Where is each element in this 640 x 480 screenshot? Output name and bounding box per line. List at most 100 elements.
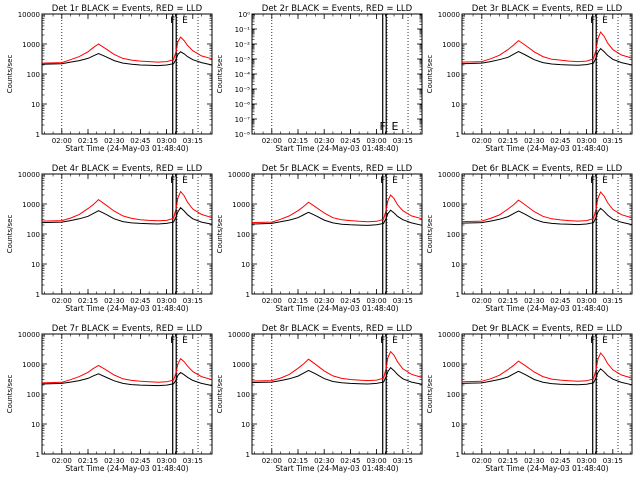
x-tick-label: 03:00: [366, 297, 386, 305]
y-axis-label: Counts/sec: [426, 215, 434, 254]
x-tick-label: 02:15: [288, 137, 308, 145]
y-tick-label: 100: [27, 71, 40, 79]
x-tick-label: 02:00: [472, 297, 492, 305]
y-tick-label: 100: [447, 231, 460, 239]
y-tick-label: 10⁻⁸: [235, 131, 251, 139]
y-tick-label: 1: [246, 451, 250, 459]
x-tick-label: 02:00: [472, 457, 492, 465]
x-tick-label: 02:45: [340, 137, 360, 145]
chart-panel-2: Det 2r BLACK = Events, RED = LLD 10⁻⁸ 10⁻⁷…: [216, 4, 423, 153]
y-tick-label: 10: [31, 101, 40, 109]
marker-F: F: [590, 336, 595, 346]
chart-title: Det 4r BLACK = Events, RED = LLD: [52, 164, 203, 174]
y-axis-label: Counts/sec: [426, 375, 434, 414]
chart-title: Det 6r BLACK = Events, RED = LLD: [472, 164, 623, 174]
x-tick-label: 02:00: [262, 137, 282, 145]
chart-title: Det 2r BLACK = Events, RED = LLD: [262, 4, 413, 14]
x-tick-label: 03:15: [603, 457, 623, 465]
x-tick-label: 02:15: [498, 137, 518, 145]
series-line-black: [41, 206, 213, 225]
y-axis-label: Counts/sec: [216, 375, 224, 414]
x-tick-label: 02:15: [288, 297, 308, 305]
chart-panel-5: Det 5r BLACK = Events, RED = LLD 1 10 100 10…: [216, 164, 423, 313]
x-tick-label: 02:00: [262, 457, 282, 465]
chart-panel-8: Det 8r BLACK = Events, RED = LLD 1 10 100 10…: [216, 324, 423, 473]
x-tick-label: 02:15: [498, 297, 518, 305]
chart-title: Det 9r BLACK = Events, RED = LLD: [472, 324, 623, 334]
x-tick-label: 02:45: [340, 297, 360, 305]
marker-E: E: [391, 120, 398, 133]
y-tick-label: 10⁻³: [235, 56, 251, 64]
y-tick-label: 10⁻¹: [235, 26, 251, 34]
series-line-red: [251, 350, 423, 382]
x-tick-label: 03:15: [393, 137, 413, 145]
marker-F: F: [170, 16, 175, 26]
chart-panel-4: Det 4r BLACK = Events, RED = LLD 1 10 100 10…: [6, 164, 213, 313]
chart-panel-7: Det 7r BLACK = Events, RED = LLD 1 10 100 10…: [6, 324, 213, 473]
y-tick-label: 1: [36, 131, 40, 139]
x-tick-label: 03:00: [576, 137, 596, 145]
x-tick-label: 03:15: [393, 297, 413, 305]
y-tick-label: 10⁻²: [235, 41, 251, 49]
y-tick-label: 100: [237, 231, 250, 239]
y-tick-label: 10: [451, 261, 460, 269]
plot-frame: [41, 333, 213, 455]
y-tick-label: 10000: [438, 171, 460, 179]
x-axis-label: Start Time (24-May-03 01:48:40): [485, 304, 608, 313]
x-tick-label: 03:00: [366, 137, 386, 145]
series-line-red: [251, 194, 423, 224]
y-tick-label: 10000: [438, 331, 460, 339]
y-tick-label: 10: [241, 421, 250, 429]
marker-F: F: [590, 176, 595, 186]
x-axis-label: Start Time (24-May-03 01:48:40): [275, 464, 398, 473]
y-tick-label: 10000: [228, 171, 250, 179]
x-tick-label: 02:00: [472, 137, 492, 145]
chart-panel-3: Det 3r BLACK = Events, RED = LLD 1 10 100 10…: [426, 4, 633, 153]
series-line-red: [41, 190, 213, 222]
x-tick-label: 02:15: [78, 137, 98, 145]
y-tick-label: 10⁰: [238, 11, 250, 19]
x-tick-label: 02:30: [524, 457, 544, 465]
y-tick-label: 10⁻⁴: [235, 71, 251, 79]
y-tick-label: 1000: [22, 201, 40, 209]
x-tick-label: 02:00: [52, 457, 72, 465]
chart-panel-1: Det 1r BLACK = Events, RED = LLD 1 10 100 10…: [6, 4, 213, 153]
x-tick-label: 02:30: [524, 297, 544, 305]
series-line-black: [461, 207, 633, 226]
y-tick-label: 10⁻⁷: [235, 116, 251, 124]
y-axis-label: Counts/sec: [216, 215, 224, 254]
x-axis-label: Start Time (24-May-03 01:48:40): [485, 144, 608, 153]
x-axis-label: Start Time (24-May-03 01:48:40): [65, 144, 188, 153]
chart-title: Det 8r BLACK = Events, RED = LLD: [262, 324, 413, 334]
x-tick-label: 03:00: [366, 457, 386, 465]
y-tick-label: 100: [447, 391, 460, 399]
marker-F: F: [170, 176, 175, 186]
x-tick-label: 02:15: [78, 297, 98, 305]
y-tick-label: 100: [27, 231, 40, 239]
plot-frame: [41, 13, 213, 135]
x-tick-label: 03:00: [576, 297, 596, 305]
y-tick-label: 1: [36, 451, 40, 459]
y-tick-label: 1: [456, 291, 460, 299]
y-tick-label: 1000: [22, 41, 40, 49]
marker-E: E: [182, 336, 188, 346]
y-tick-label: 10⁻⁶: [235, 101, 251, 109]
y-axis-label: Counts/sec: [216, 55, 224, 94]
chart-title: Det 7r BLACK = Events, RED = LLD: [52, 324, 203, 334]
marker-E: E: [182, 16, 188, 26]
x-tick-label: 03:15: [183, 137, 203, 145]
x-tick-label: 02:45: [340, 457, 360, 465]
series-line-black: [461, 368, 633, 386]
marker-E: E: [182, 176, 188, 186]
x-tick-label: 02:45: [550, 137, 570, 145]
x-tick-label: 03:15: [603, 137, 623, 145]
x-tick-label: 02:45: [130, 297, 150, 305]
x-tick-label: 03:00: [156, 137, 176, 145]
x-tick-label: 02:30: [314, 297, 334, 305]
series-line-red: [461, 352, 633, 383]
chart-panel-9: Det 9r BLACK = Events, RED = LLD 1 10 100 10…: [426, 324, 633, 473]
marker-F: F: [380, 176, 385, 186]
y-tick-label: 10: [451, 421, 460, 429]
y-tick-label: 10000: [18, 331, 40, 339]
